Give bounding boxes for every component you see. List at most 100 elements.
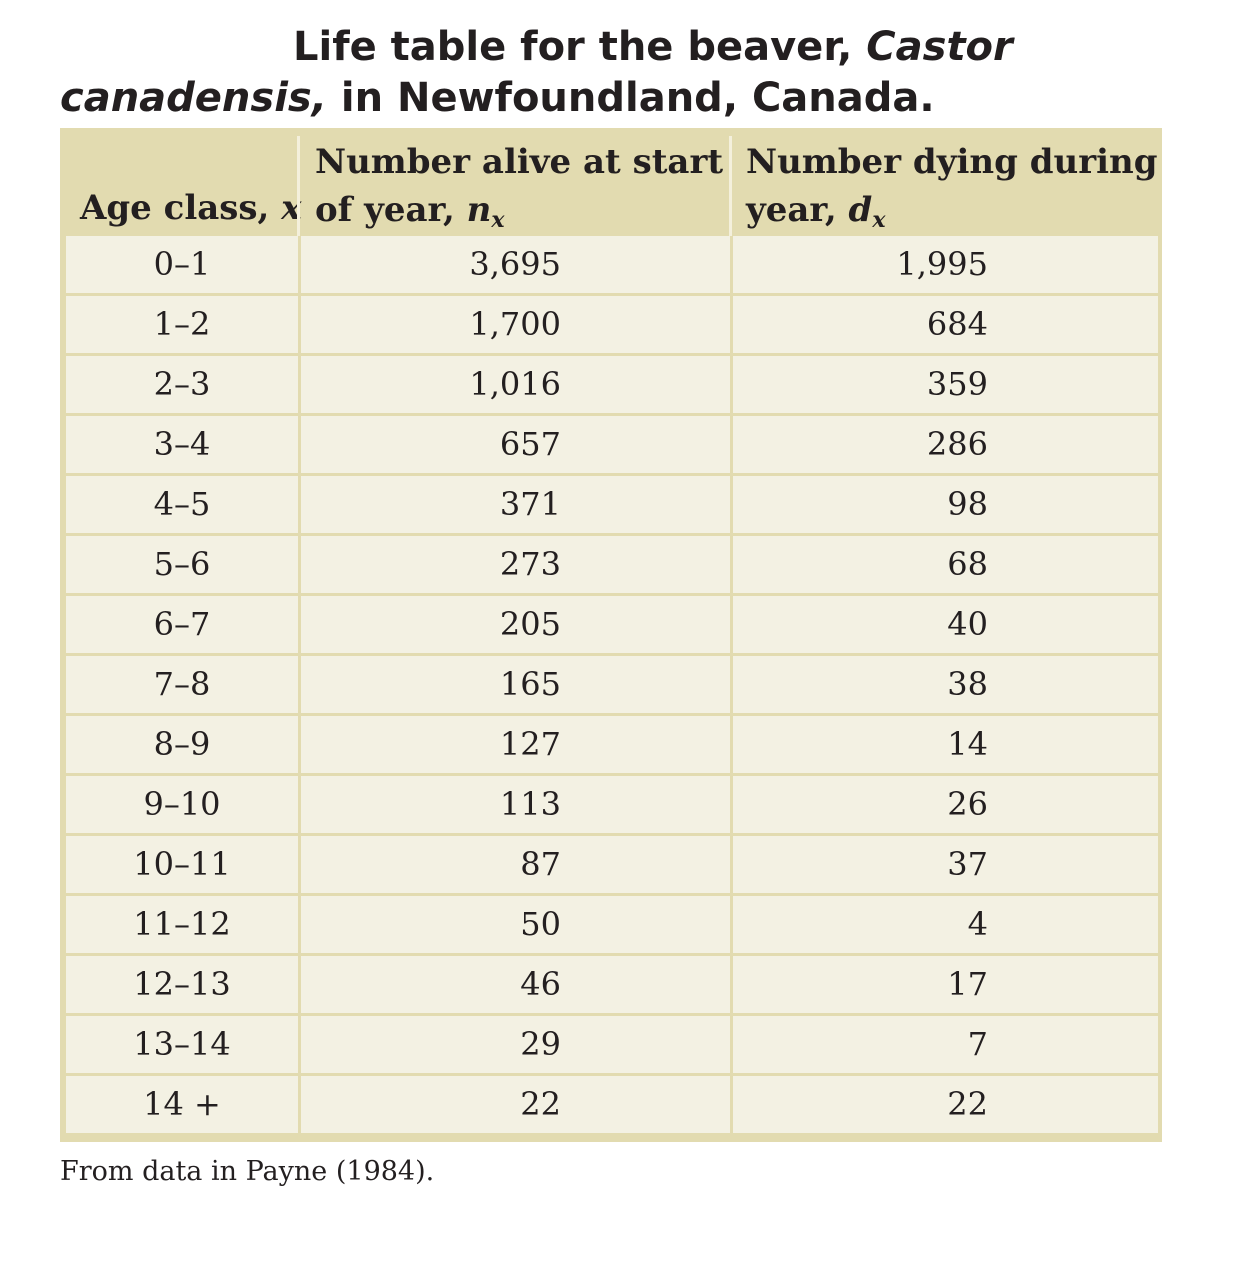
column-divider xyxy=(298,956,301,1013)
column-divider xyxy=(298,776,301,833)
cell-number-alive: 1,016 xyxy=(469,365,561,403)
column-divider xyxy=(298,596,301,653)
header-dying-sub: x xyxy=(872,207,886,233)
cell-age-class: 12–13 xyxy=(133,965,231,1003)
header-alive-line1: Number alive at start xyxy=(315,142,724,182)
column-divider xyxy=(298,896,301,953)
column-divider xyxy=(730,476,733,533)
cell-number-alive: 87 xyxy=(520,845,561,883)
table-row: 2–3 1,016 359 xyxy=(66,356,1158,413)
cell-number-alive: 113 xyxy=(499,785,561,823)
cell-number-dying: 17 xyxy=(947,965,988,1003)
header-alive-line2: of year, xyxy=(315,190,467,230)
header-dying-line2: year, xyxy=(746,190,849,230)
column-divider xyxy=(730,1016,733,1073)
column-divider xyxy=(730,716,733,773)
cell-number-dying: 38 xyxy=(947,665,988,703)
column-divider xyxy=(298,296,301,353)
header-alive-var: n xyxy=(466,190,492,230)
cell-age-class: 0–1 xyxy=(153,245,211,283)
table-body: 0–1 3,695 1,995 1–2 1,700 684 2–3 1,016 359 3–4 65… xyxy=(66,236,1158,1136)
cell-number-alive: 205 xyxy=(499,605,561,643)
table-row: 14 + 22 22 xyxy=(66,1076,1158,1133)
cell-number-dying: 4 xyxy=(967,905,988,943)
column-divider xyxy=(730,896,733,953)
cell-age-class: 3–4 xyxy=(153,425,211,463)
title-line-1: Life table for the beaver, Castor xyxy=(60,22,1160,73)
table-row: 0–1 3,695 1,995 xyxy=(66,236,1158,293)
cell-age-class: 6–7 xyxy=(153,605,211,643)
cell-number-alive: 165 xyxy=(499,665,561,703)
cell-number-alive: 371 xyxy=(499,485,561,523)
header-number-alive: Number alive at start of year, nx xyxy=(315,138,723,244)
table-row: 3–4 657 286 xyxy=(66,416,1158,473)
cell-age-class: 13–14 xyxy=(133,1025,231,1063)
table-row: 11–12 50 4 xyxy=(66,896,1158,953)
cell-age-class: 11–12 xyxy=(133,905,231,943)
column-divider xyxy=(298,356,301,413)
column-divider xyxy=(730,536,733,593)
table-row: 12–13 46 17 xyxy=(66,956,1158,1013)
cell-number-dying: 37 xyxy=(947,845,988,883)
cell-age-class: 4–5 xyxy=(153,485,211,523)
column-divider xyxy=(730,776,733,833)
cell-age-class: 5–6 xyxy=(153,545,211,583)
header-alive-sub: x xyxy=(491,207,505,233)
header-age-class: Age class, x xyxy=(80,184,302,232)
header-divider xyxy=(729,136,732,236)
header-dying-line1: Number dying during xyxy=(746,142,1158,182)
column-divider xyxy=(730,236,733,293)
cell-number-dying: 40 xyxy=(947,605,988,643)
title-genus: Castor xyxy=(866,24,1013,70)
table-row: 8–9 127 14 xyxy=(66,716,1158,773)
table-row: 1–2 1,700 684 xyxy=(66,296,1158,353)
table-row: 5–6 273 68 xyxy=(66,536,1158,593)
table-row: 10–11 87 37 xyxy=(66,836,1158,893)
table-row: 4–5 371 98 xyxy=(66,476,1158,533)
cell-age-class: 7–8 xyxy=(153,665,211,703)
header-age-text: Age class, xyxy=(80,188,282,228)
column-divider xyxy=(298,236,301,293)
column-divider xyxy=(730,956,733,1013)
cell-number-alive: 22 xyxy=(520,1085,561,1123)
column-divider xyxy=(298,416,301,473)
column-divider xyxy=(730,596,733,653)
cell-age-class: 14 + xyxy=(143,1085,221,1123)
source-note: From data in Payne (1984). xyxy=(60,1156,435,1187)
column-divider xyxy=(730,1076,733,1133)
cell-age-class: 2–3 xyxy=(153,365,211,403)
cell-number-alive: 50 xyxy=(520,905,561,943)
column-divider xyxy=(730,656,733,713)
column-divider xyxy=(298,656,301,713)
cell-number-dying: 684 xyxy=(926,305,988,343)
cell-number-alive: 46 xyxy=(520,965,561,1003)
cell-age-class: 10–11 xyxy=(133,845,231,883)
column-divider xyxy=(730,416,733,473)
cell-number-alive: 127 xyxy=(499,725,561,763)
cell-age-class: 9–10 xyxy=(143,785,221,823)
cell-number-alive: 273 xyxy=(499,545,561,583)
cell-number-alive: 1,700 xyxy=(469,305,561,343)
cell-number-dying: 359 xyxy=(926,365,988,403)
column-divider xyxy=(730,356,733,413)
table-title: Life table for the beaver, Castor canade… xyxy=(60,22,1160,124)
header-number-dying: Number dying during year, dx xyxy=(746,138,1158,244)
table-row: 7–8 165 38 xyxy=(66,656,1158,713)
title-species: canadensis, xyxy=(60,75,327,121)
cell-number-dying: 14 xyxy=(947,725,988,763)
table-row: 13–14 29 7 xyxy=(66,1016,1158,1073)
header-age-var: x xyxy=(281,188,302,228)
cell-number-dying: 98 xyxy=(947,485,988,523)
cell-number-alive: 657 xyxy=(499,425,561,463)
cell-age-class: 8–9 xyxy=(153,725,211,763)
column-divider xyxy=(298,716,301,773)
cell-number-dying: 1,995 xyxy=(896,245,988,283)
title-location: in Newfoundland, Canada. xyxy=(326,75,935,121)
cell-number-dying: 26 xyxy=(947,785,988,823)
title-text: Life table for the beaver, xyxy=(293,24,867,70)
cell-age-class: 1–2 xyxy=(153,305,211,343)
column-divider xyxy=(298,1076,301,1133)
cell-number-dying: 68 xyxy=(947,545,988,583)
cell-number-alive: 3,695 xyxy=(469,245,561,283)
life-table: Age class, x Number alive at start of ye… xyxy=(60,128,1162,1142)
